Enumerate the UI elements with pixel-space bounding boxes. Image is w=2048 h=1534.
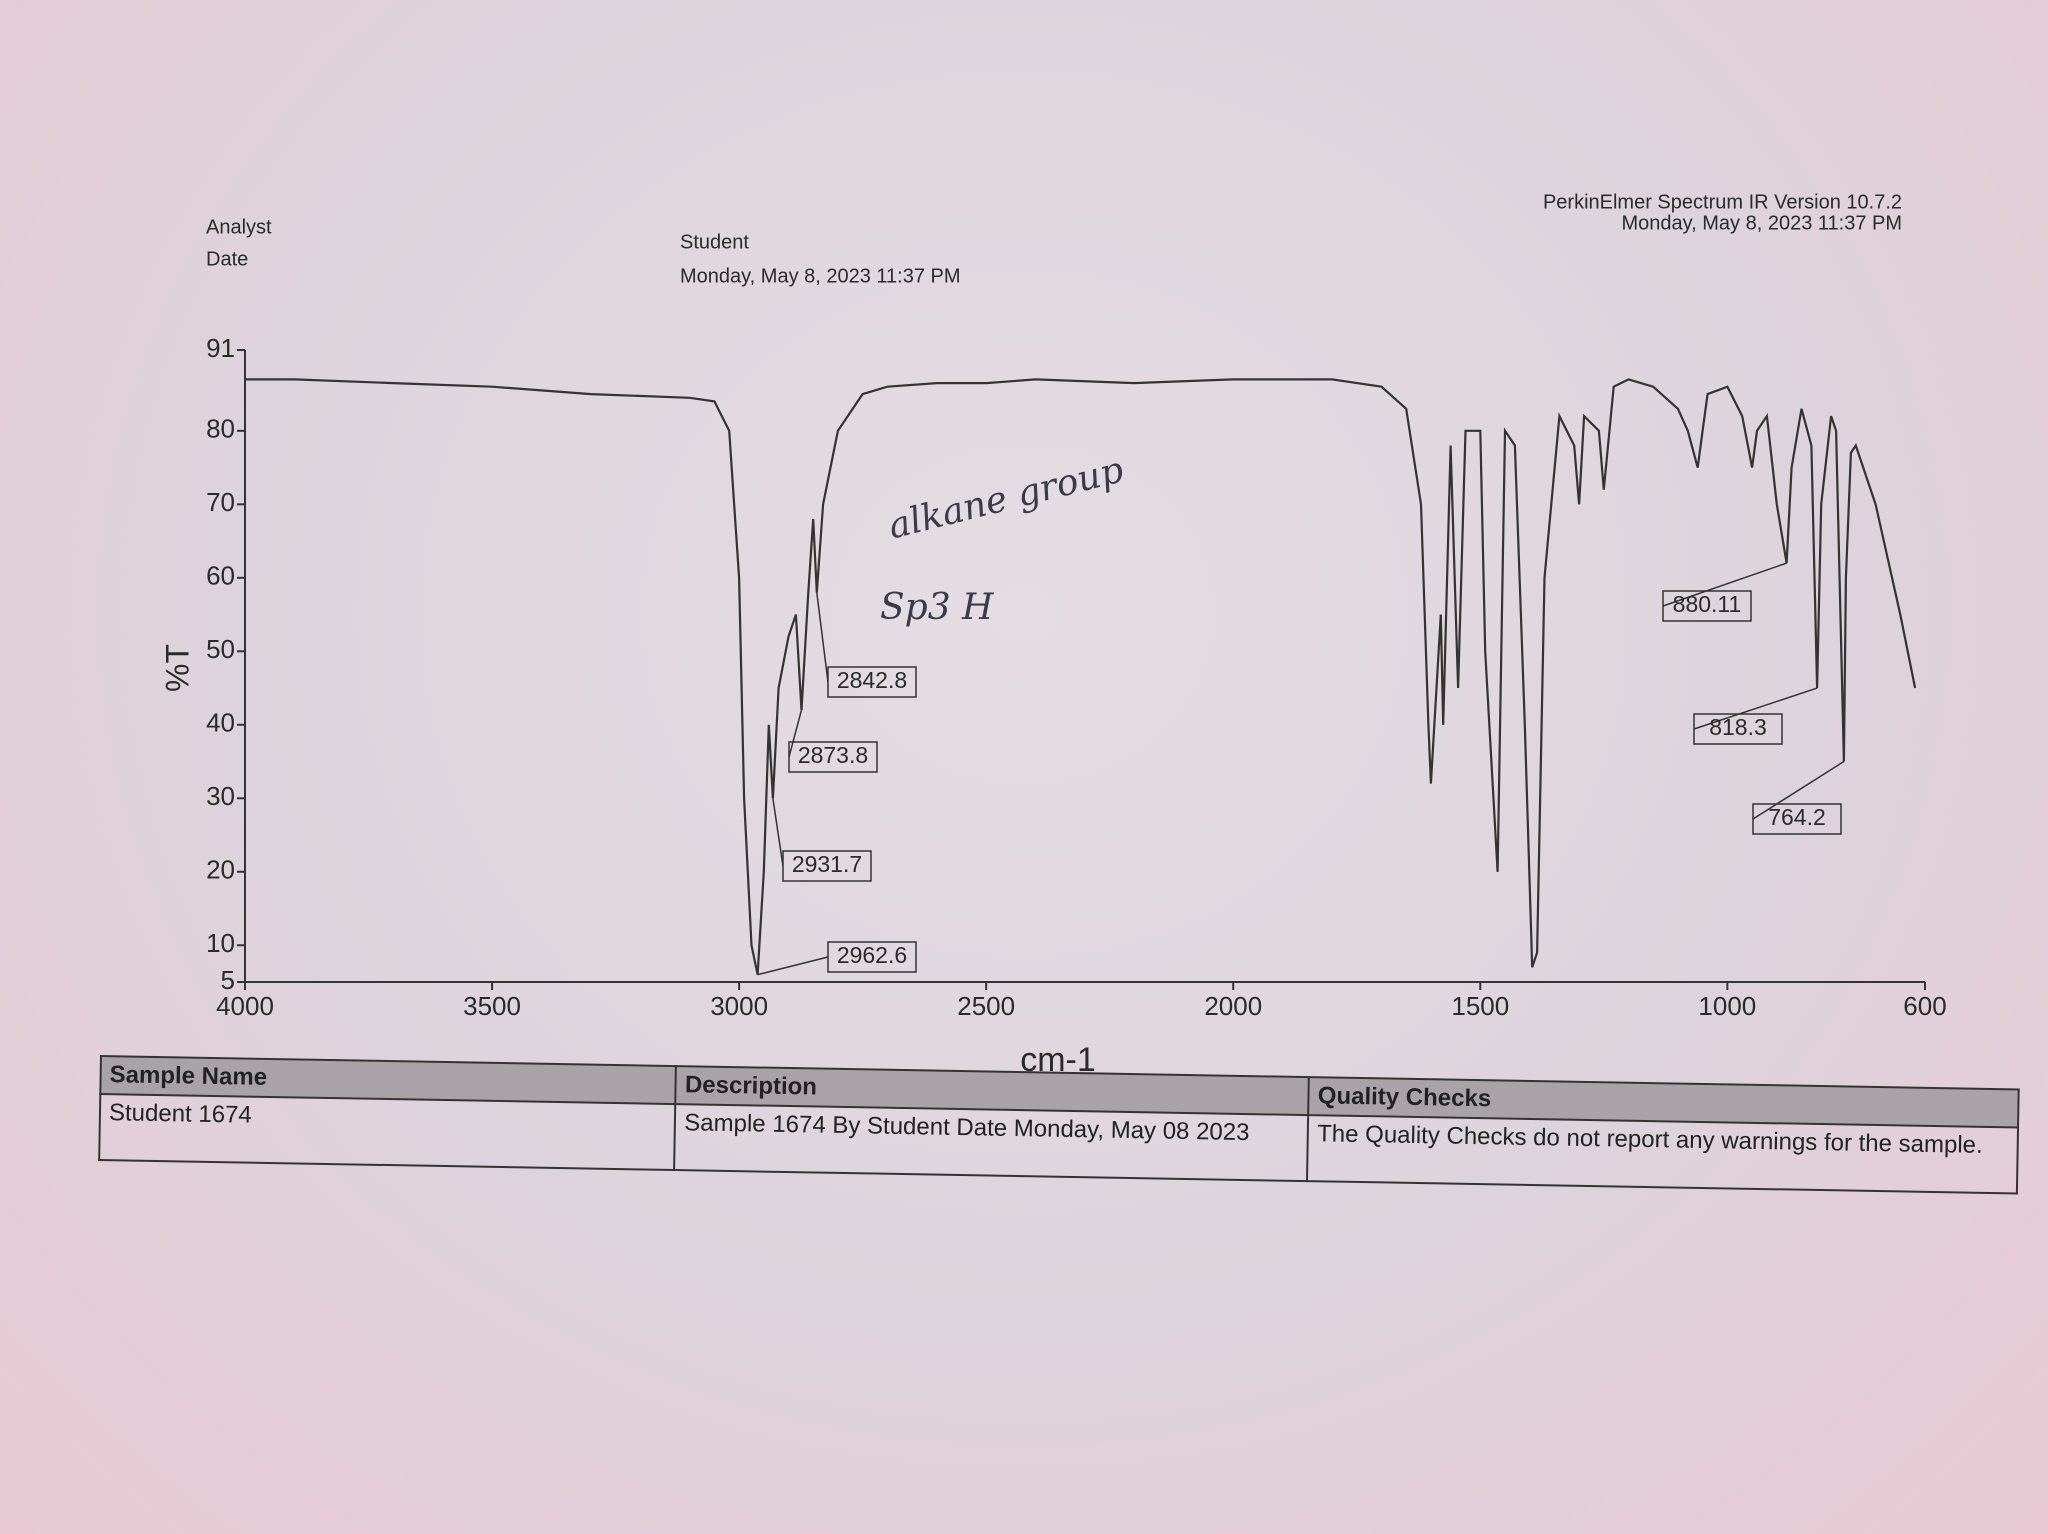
spectrum — [245, 378, 1917, 975]
y-tick-label: 60 — [206, 561, 235, 591]
x-tick-label: 1500 — [1451, 991, 1509, 1021]
x-tick-label: 600 — [1903, 991, 1946, 1021]
peak-leader — [788, 709, 803, 758]
y-tick-label: 5 — [221, 965, 235, 995]
cell: Sample 1674 By Student Date Monday, May … — [674, 1104, 1309, 1182]
handwritten-note: Sp3 H — [880, 587, 994, 628]
y-tick-label: 50 — [206, 634, 235, 664]
y-tick-label: 91 — [206, 333, 235, 363]
y-tick-label: 30 — [206, 781, 235, 811]
x-tick-label: 2500 — [957, 991, 1015, 1021]
x-tick-label: 2000 — [1204, 991, 1262, 1021]
peak-label: 2873.8 — [798, 742, 868, 768]
x-tick-label: 4000 — [216, 991, 274, 1021]
y-tick-label: 70 — [206, 487, 235, 517]
peak-box — [1752, 803, 1842, 835]
date-label: Date — [206, 248, 248, 270]
peak-label: 764.2 — [1768, 804, 1826, 830]
peak-box — [827, 941, 917, 973]
analyst-label: Analyst — [206, 216, 272, 238]
peak-label: 818.3 — [1709, 714, 1767, 740]
printed-date: Monday, May 8, 2023 11:37 PM — [1621, 212, 1902, 234]
date: Monday, May 8, 2023 11:37 PM — [680, 265, 961, 287]
peak-leader — [816, 592, 829, 683]
software: PerkinElmer Spectrum IR Version 10.7.2 — [1543, 191, 1902, 213]
cell: Student 1674 — [99, 1094, 676, 1171]
y-tick-label: 40 — [206, 708, 235, 738]
analyst: Student — [680, 231, 749, 253]
x-tick-label: 3500 — [463, 991, 521, 1021]
peak-label: 2842.8 — [837, 667, 907, 693]
peak-box — [1662, 590, 1752, 622]
cell: The Quality Checks do not report any war… — [1307, 1115, 2019, 1194]
x-tick-label: 3000 — [710, 991, 768, 1021]
peak-leader — [1662, 562, 1787, 607]
peak-leader — [772, 798, 784, 867]
y-tick-label: 80 — [206, 414, 235, 444]
peak-label: 2962.6 — [837, 942, 907, 968]
handwritten-note: alkane group — [884, 450, 1127, 548]
y-tick-label: 10 — [206, 928, 235, 958]
peak-box — [788, 741, 878, 773]
y-axis-label: %T — [159, 644, 195, 692]
peak-label: 2931.7 — [792, 851, 862, 877]
y-tick-label: 20 — [206, 855, 235, 885]
peak-leader — [757, 956, 829, 976]
peak-leader — [1693, 687, 1818, 730]
peak-box — [827, 666, 917, 698]
x-tick-label: 1000 — [1698, 991, 1756, 1021]
axes — [244, 350, 1925, 983]
peak-box — [1693, 713, 1783, 745]
peak-leader — [1752, 760, 1845, 820]
peak-box — [782, 850, 872, 882]
peak-label: 880.11 — [1673, 591, 1742, 617]
